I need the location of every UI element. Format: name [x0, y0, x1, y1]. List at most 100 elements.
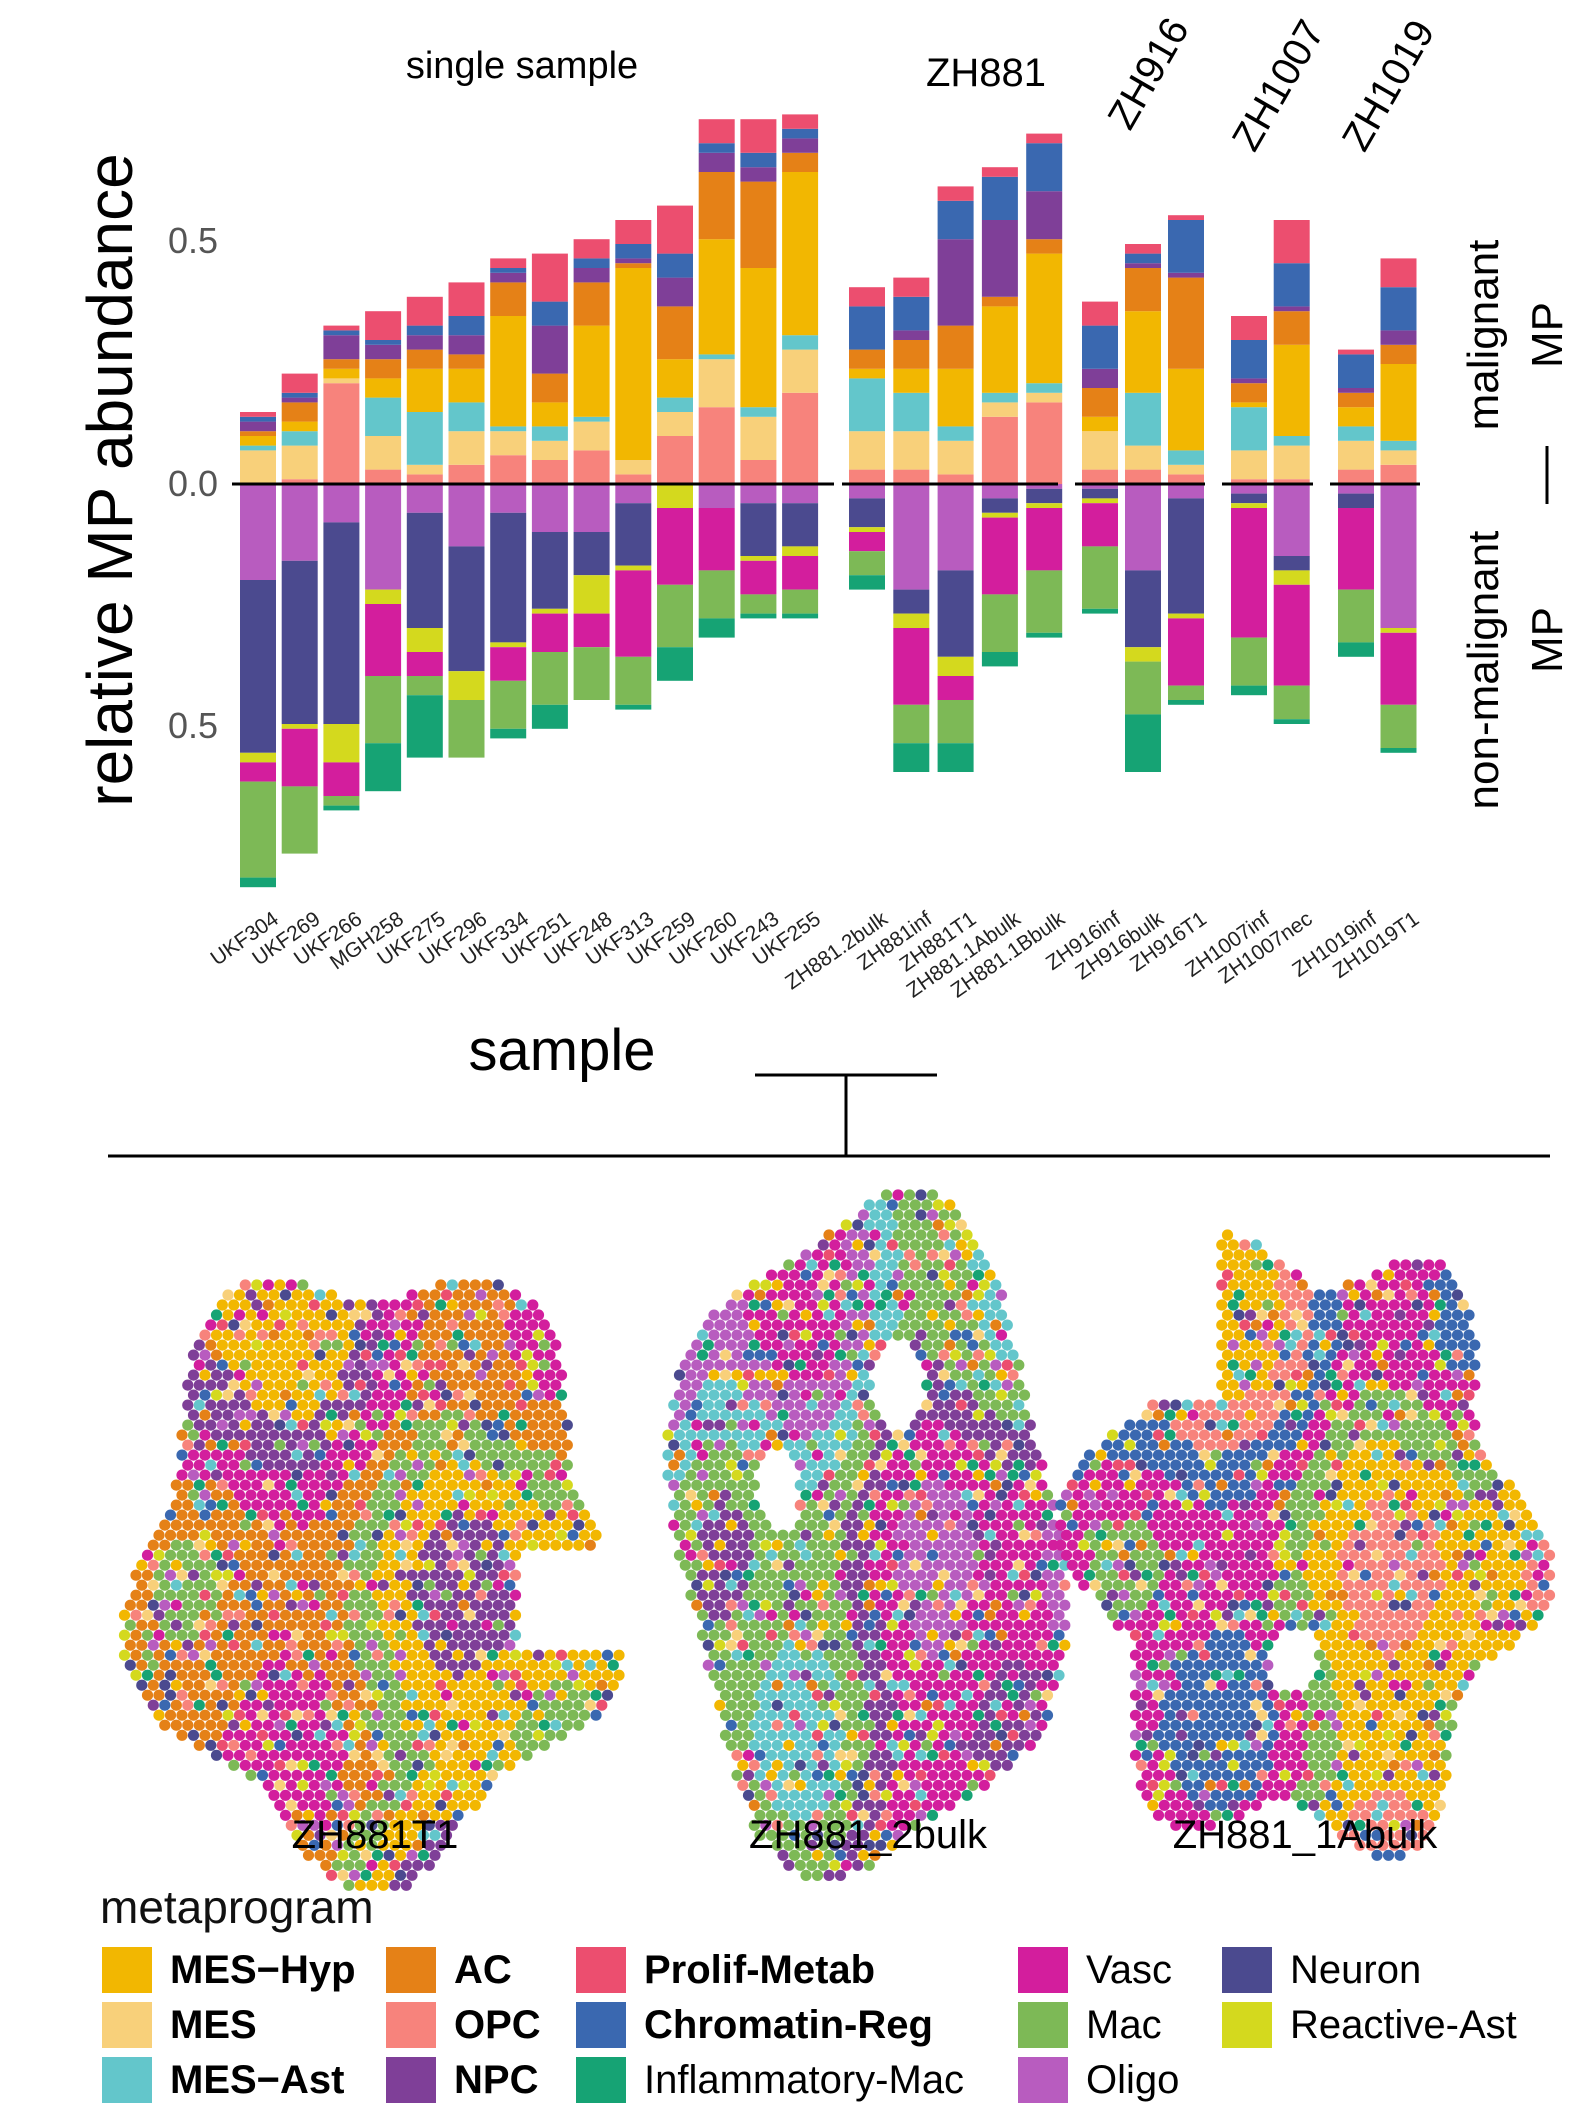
spot: [927, 1450, 938, 1461]
spot: [487, 1309, 498, 1320]
spot: [504, 1680, 515, 1691]
spot: [766, 1350, 777, 1361]
spot: [691, 1480, 702, 1491]
spot: [1187, 1430, 1198, 1441]
spot: [892, 1430, 903, 1441]
spot: [544, 1710, 555, 1721]
spot: [205, 1700, 216, 1711]
spot: [800, 1550, 811, 1561]
spot: [217, 1299, 228, 1310]
spot: [1124, 1440, 1135, 1451]
spot: [818, 1320, 829, 1331]
spot: [1216, 1560, 1227, 1571]
spot: [176, 1430, 187, 1441]
spot: [841, 1740, 852, 1751]
spot: [996, 1470, 1007, 1481]
spot: [498, 1590, 509, 1601]
spot: [366, 1580, 377, 1591]
spot: [590, 1670, 601, 1681]
spot: [297, 1620, 308, 1631]
spot: [217, 1420, 228, 1431]
spot: [1019, 1590, 1030, 1601]
spot: [1245, 1590, 1256, 1601]
spot: [1446, 1299, 1457, 1310]
spot: [777, 1610, 788, 1621]
spot: [1435, 1560, 1446, 1571]
spot: [424, 1500, 435, 1511]
bar-segment-neuron: [240, 580, 276, 753]
spot: [1348, 1590, 1359, 1601]
spot: [990, 1480, 1001, 1491]
spot: [892, 1570, 903, 1581]
spot: [720, 1510, 731, 1521]
spot: [961, 1710, 972, 1721]
spot: [464, 1309, 475, 1320]
spot: [990, 1580, 1001, 1591]
spot: [680, 1520, 691, 1531]
spot: [521, 1750, 532, 1761]
spot: [772, 1280, 783, 1291]
spot: [366, 1780, 377, 1791]
spot: [1216, 1239, 1227, 1250]
spot: [800, 1430, 811, 1441]
spot: [1228, 1500, 1239, 1511]
spot: [585, 1520, 596, 1531]
spot: [309, 1620, 320, 1631]
spot: [944, 1580, 955, 1591]
spot: [314, 1309, 325, 1320]
spot: [938, 1510, 949, 1521]
spot: [1325, 1450, 1336, 1461]
spot: [996, 1670, 1007, 1681]
spot: [1210, 1530, 1221, 1541]
spot: [1297, 1460, 1308, 1471]
spot: [533, 1690, 544, 1701]
spot: [458, 1640, 469, 1651]
spot: [1090, 1580, 1101, 1591]
bar-segment-inflammatory-mac: [323, 806, 359, 811]
spot: [343, 1340, 354, 1351]
spot: [222, 1330, 233, 1341]
spot: [726, 1500, 737, 1511]
spot: [829, 1620, 840, 1631]
spot: [984, 1290, 995, 1301]
spot: [1469, 1460, 1480, 1471]
spot: [1072, 1530, 1083, 1541]
spot: [973, 1270, 984, 1281]
spot: [251, 1420, 262, 1431]
bar-segment-neuron: [1026, 489, 1062, 503]
bar-segment-oligo: [240, 484, 276, 580]
spot: [743, 1610, 754, 1621]
spot: [1377, 1500, 1388, 1511]
spot: [915, 1189, 926, 1200]
spot: [777, 1750, 788, 1761]
bar-segment-mes-hyp: [782, 172, 818, 335]
spot: [274, 1299, 285, 1310]
bar-segment-mes-hyp: [490, 316, 526, 426]
spot: [835, 1590, 846, 1601]
spot: [1371, 1330, 1382, 1341]
spot: [875, 1600, 886, 1611]
spot: [812, 1570, 823, 1581]
spot: [714, 1560, 725, 1571]
spot: [789, 1710, 800, 1721]
spot: [749, 1560, 760, 1571]
spot: [1320, 1320, 1331, 1331]
spot: [1101, 1540, 1112, 1551]
spot: [1048, 1680, 1059, 1691]
bar-segment-prolif-metab: [1338, 350, 1374, 355]
spot: [818, 1259, 829, 1270]
spot: [864, 1199, 875, 1210]
spot: [1141, 1550, 1152, 1561]
spot: [1446, 1460, 1457, 1471]
spot: [481, 1740, 492, 1751]
spot: [806, 1520, 817, 1531]
spot: [136, 1640, 147, 1651]
spot: [1394, 1430, 1405, 1441]
spot: [1013, 1460, 1024, 1471]
spot: [1446, 1400, 1457, 1411]
spot: [516, 1480, 527, 1491]
spot: [366, 1500, 377, 1511]
spot: [835, 1690, 846, 1701]
spot: [487, 1390, 498, 1401]
spot: [383, 1309, 394, 1320]
